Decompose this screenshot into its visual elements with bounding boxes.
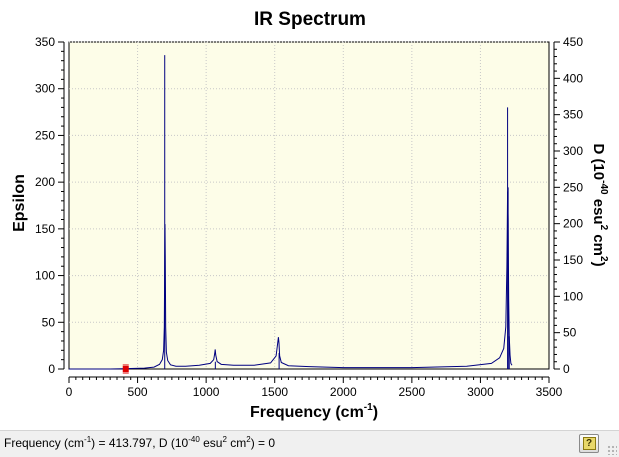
x-tick-label: 3000 — [467, 385, 494, 399]
x-tick-label: 1500 — [261, 385, 288, 399]
x-tick-label: 1000 — [193, 385, 220, 399]
help-button[interactable]: ? — [579, 434, 599, 453]
y-right-tick-label: 50 — [563, 326, 577, 340]
ir-spectrum-chart[interactable]: IR Spectrum 0 500 1000 1500 2000 2500 3000 3500… — [0, 0, 619, 430]
y-right-tick-label: 150 — [563, 253, 583, 267]
chart-title: IR Spectrum — [254, 9, 366, 30]
y-right-axis-ticks: 0 50 100 150 200 250 300 350 400 450 — [553, 35, 583, 376]
x-axis-label-unit: cm — [341, 404, 364, 421]
y-right-tick-label: 400 — [563, 71, 583, 85]
x-tick-label: 2500 — [399, 385, 426, 399]
x-tick-label: 500 — [128, 385, 148, 399]
y-right-tick-label: 300 — [563, 144, 583, 158]
status-bar: Frequency (cm-1) = 413.797, D (10-40 esu… — [0, 430, 619, 457]
y-left-axis-label: Epsilon — [11, 174, 28, 232]
y-left-tick-label: 50 — [42, 315, 56, 329]
y-right-tick-label: 200 — [563, 217, 583, 231]
x-tick-label: 3500 — [536, 385, 563, 399]
y-left-tick-label: 300 — [35, 82, 55, 96]
y-right-tick-label: 350 — [563, 108, 583, 122]
y-left-tick-label: 350 — [35, 35, 55, 49]
question-icon: ? — [582, 437, 596, 450]
y-left-tick-label: 250 — [35, 128, 55, 142]
x-axis-label-unit-exp: -1 — [364, 402, 373, 413]
y-left-tick-label: 200 — [35, 175, 55, 189]
y-right-tick-label: 100 — [563, 289, 583, 303]
ir-spectrum-window: IR Spectrum 0 500 1000 1500 2000 2500 3000 3500… — [0, 0, 619, 430]
status-readout: Frequency (cm-1) = 413.797, D (10-40 esu… — [4, 435, 276, 451]
y-right-tick-label: 0 — [563, 362, 570, 376]
x-axis-label: Frequency (cm-1) — [250, 402, 378, 421]
grid-lines — [69, 41, 549, 369]
plot-area[interactable] — [68, 41, 550, 370]
epsilon-curve — [69, 191, 513, 370]
y-left-axis-ticks: 0 50 100 150 200 250 300 350 — [35, 35, 65, 376]
y-right-tick-label: 250 — [563, 180, 583, 194]
x-axis-ticks: 0 500 1000 1500 2000 2500 3000 3500 — [66, 376, 563, 399]
y-right-tick-label: 450 — [563, 35, 583, 49]
y-left-tick-label: 100 — [35, 269, 55, 283]
x-axis-label-main: Frequency — [250, 404, 331, 421]
cursor-marker — [122, 366, 129, 372]
y-right-axis-label: D (10-40 esu2 cm2) — [590, 143, 609, 266]
cursor-marker-layer — [122, 364, 129, 374]
y-left-tick-label: 0 — [48, 362, 55, 376]
y-left-tick-label: 150 — [35, 222, 55, 236]
resize-grip[interactable] — [607, 445, 617, 455]
x-tick-label: 0 — [66, 385, 73, 399]
x-tick-label: 2000 — [330, 385, 357, 399]
